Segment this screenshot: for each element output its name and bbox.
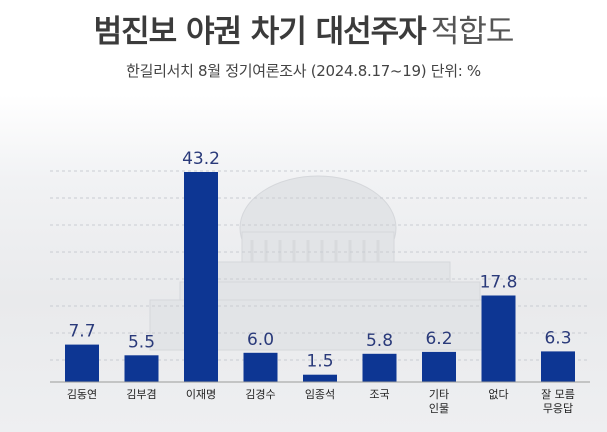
category-label-1: 김부겸	[126, 388, 156, 401]
bar-5	[362, 353, 397, 382]
value-label-3: 6.0	[247, 330, 274, 350]
chart-title: 범진보 야권 차기 대선주자 적합도	[0, 6, 607, 51]
bar-layer: 7.7 김동연 5.5 김부겸 43.2 이재명 6.0 김경수 1.5 임종석 5.8 조국 6.2 기…	[65, 149, 575, 415]
bar-6	[422, 351, 456, 382]
category-label-2: 이재명	[186, 388, 216, 401]
chart-title-light: 적합도	[430, 14, 515, 50]
category-label-4: 임종석	[305, 388, 335, 401]
bar-8	[541, 351, 575, 382]
value-label-0: 7.7	[68, 322, 95, 342]
value-label-2: 43.2	[182, 149, 220, 169]
bar-1	[124, 355, 159, 382]
category-label-8-line-1: 무응답	[543, 402, 573, 415]
value-label-4: 1.5	[306, 352, 333, 372]
category-label-0: 김동연	[67, 388, 97, 401]
value-label-5: 5.8	[366, 331, 393, 351]
chart-title-bold: 범진보 야권 차기 대선주자	[93, 14, 427, 50]
bar-7	[481, 295, 516, 382]
category-label-5: 조국	[369, 388, 389, 401]
bar-2	[184, 172, 218, 382]
chart-subtitle: 한길리서치 8월 정기여론조사 (2024.8.17~19) 단위: %	[126, 62, 481, 80]
bar-0	[65, 344, 99, 382]
category-label-6-line-0: 기타	[429, 388, 449, 401]
category-label-8-line-0: 잘 모름	[541, 388, 575, 401]
bar-3	[243, 352, 278, 382]
bar-4	[303, 374, 337, 382]
value-label-7: 17.8	[480, 273, 518, 293]
category-label-6-line-1: 인물	[429, 402, 449, 415]
category-label-3: 김경수	[245, 388, 275, 401]
value-label-6: 6.2	[425, 329, 452, 349]
value-label-8: 6.3	[544, 328, 571, 348]
category-label-7: 없다	[488, 388, 508, 401]
grid-layer	[50, 170, 590, 361]
value-label-1: 5.5	[128, 332, 155, 352]
